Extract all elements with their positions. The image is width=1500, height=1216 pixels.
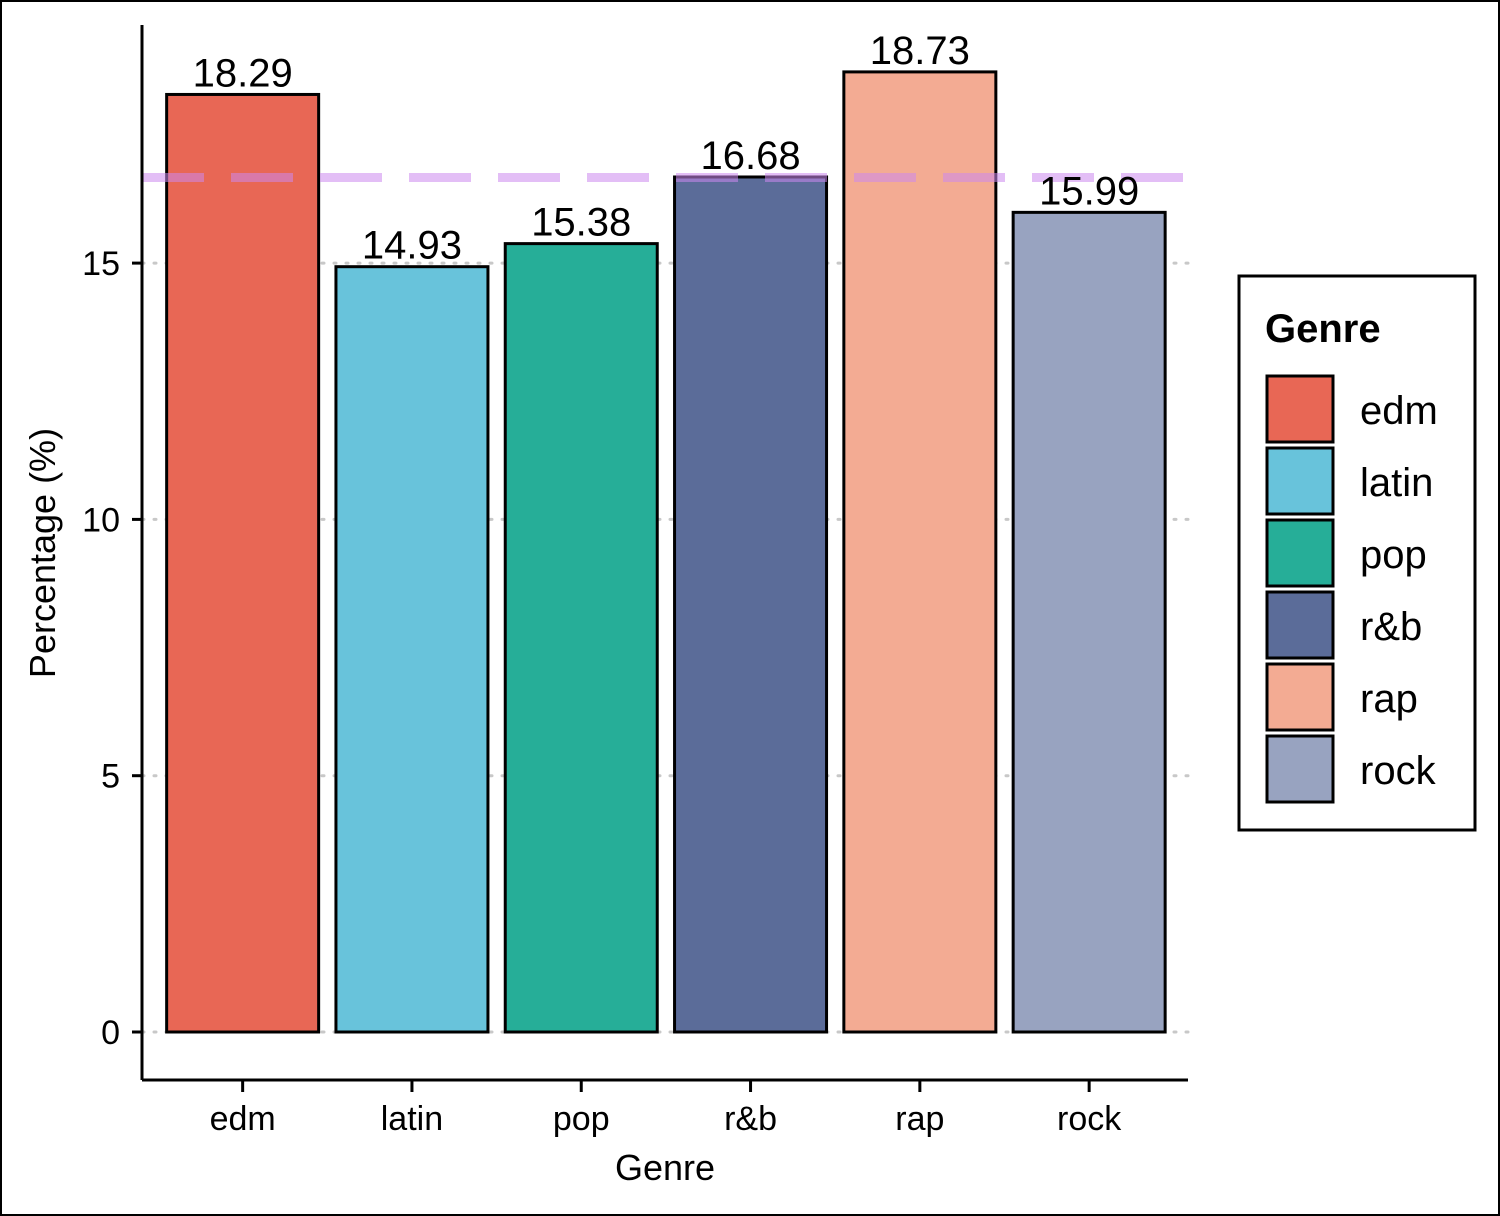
value-label-edm: 18.29 xyxy=(193,51,293,95)
value-label-latin: 14.93 xyxy=(362,224,462,268)
x-tick-label-latin: latin xyxy=(381,1100,443,1138)
legend-swatch-rb xyxy=(1265,590,1335,660)
legend-swatch-rock xyxy=(1265,734,1335,804)
bar-rap xyxy=(842,70,998,1034)
legend-title: Genre xyxy=(1265,307,1381,351)
x-tick-label-rock: rock xyxy=(1057,1100,1122,1138)
bar-rock xyxy=(1011,210,1167,1034)
x-tick-label-pop: pop xyxy=(553,1100,610,1138)
bar-value-labels: 18.29 14.93 15.38 16.68 18.73 15.99 xyxy=(193,29,1140,268)
value-label-rb: 16.68 xyxy=(700,134,800,178)
legend-label-rap: rap xyxy=(1360,677,1418,721)
legend: Genre edm latin pop r&b rap rock xyxy=(1237,274,1477,832)
y-tick-label-0: 0 xyxy=(101,1014,120,1052)
legend-swatch-pop xyxy=(1265,518,1335,588)
y-ticks: 0 5 10 15 xyxy=(82,245,142,1052)
legend-swatch-rap xyxy=(1265,662,1335,732)
value-label-rap: 18.73 xyxy=(870,29,970,73)
legend-swatch-latin xyxy=(1265,446,1335,516)
legend-label-edm: edm xyxy=(1360,389,1438,433)
x-ticks: edm latin pop r&b rap rock xyxy=(210,1080,1122,1138)
value-label-pop: 15.38 xyxy=(531,201,631,245)
bar-latin xyxy=(334,265,490,1034)
x-axis-title: Genre xyxy=(615,1147,715,1188)
legend-label-rb: r&b xyxy=(1360,605,1422,649)
legend-label-latin: latin xyxy=(1360,461,1433,505)
value-label-rock: 15.99 xyxy=(1039,169,1139,213)
y-tick-label-5: 5 xyxy=(101,758,120,796)
bars xyxy=(165,70,1167,1034)
bar-edm xyxy=(165,92,321,1034)
x-tick-label-rap: rap xyxy=(895,1100,944,1138)
x-tick-label-rb: r&b xyxy=(724,1100,777,1138)
y-axis-title: Percentage (%) xyxy=(22,428,63,678)
legend-label-pop: pop xyxy=(1360,533,1427,577)
axes xyxy=(140,25,1188,1082)
legend-items: edm latin pop r&b rap rock xyxy=(1265,374,1438,804)
bar-pop xyxy=(503,242,659,1034)
x-tick-label-edm: edm xyxy=(210,1100,276,1138)
bar-rb xyxy=(673,175,829,1034)
legend-label-rock: rock xyxy=(1360,749,1437,793)
y-tick-label-10: 10 xyxy=(82,501,120,539)
y-tick-label-15: 15 xyxy=(82,245,120,283)
legend-swatch-edm xyxy=(1265,374,1335,444)
